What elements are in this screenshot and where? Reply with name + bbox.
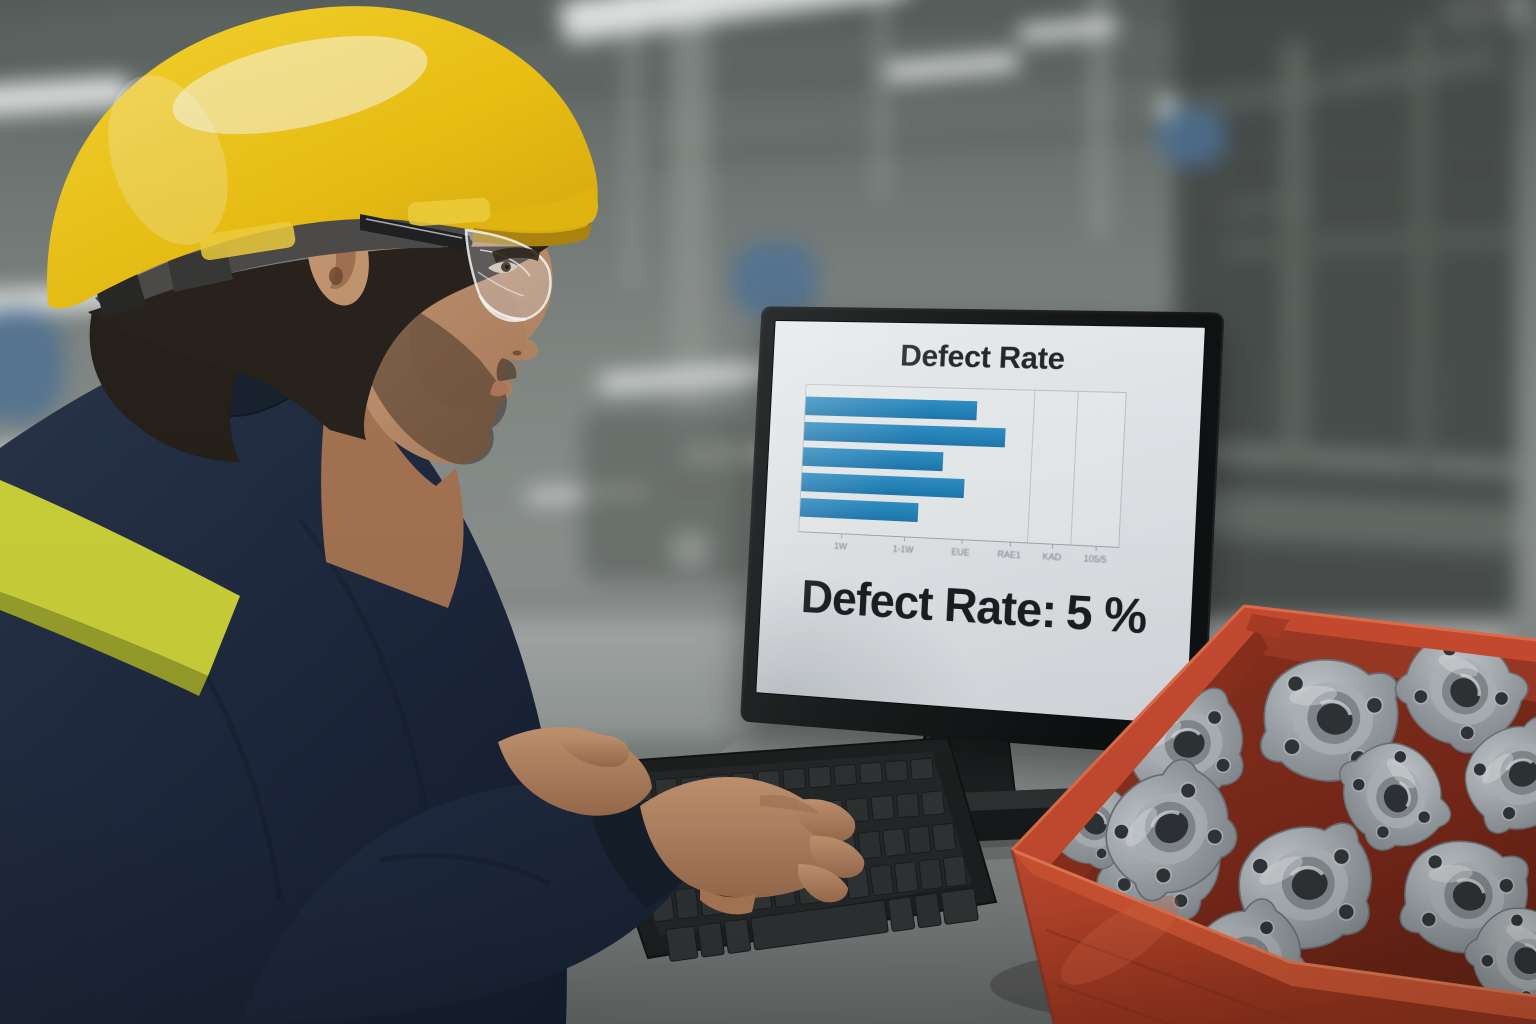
keyboard-key bbox=[884, 759, 909, 783]
hard-hat-brim bbox=[470, 188, 598, 231]
hard-hat-ridge bbox=[199, 221, 296, 261]
bin-front-face bbox=[1012, 850, 1536, 1024]
keyboard-key bbox=[895, 792, 920, 819]
pupil bbox=[505, 265, 509, 269]
bin-rib bbox=[1045, 928, 1301, 1024]
bin-rim-near bbox=[1012, 850, 1536, 1020]
keyboard-key bbox=[870, 795, 895, 821]
bin-rim-back bbox=[1244, 606, 1536, 662]
keyboard-key bbox=[910, 757, 934, 781]
keyboard-key bbox=[887, 896, 916, 932]
mustache bbox=[496, 358, 517, 382]
bin-rim-near-highlight bbox=[1011, 848, 1536, 998]
keyboard-key bbox=[845, 797, 870, 823]
keyboard-key bbox=[914, 893, 942, 929]
hair-nape bbox=[89, 312, 240, 462]
safety-glasses-temple-glint bbox=[365, 218, 463, 239]
keyboard-key bbox=[782, 767, 807, 791]
hard-hat-brim-underside bbox=[472, 224, 592, 247]
keyboard-key bbox=[859, 761, 883, 785]
hard-hat-highlight bbox=[108, 75, 228, 245]
keyboard-key bbox=[857, 830, 882, 860]
keyboard-key bbox=[942, 855, 968, 888]
hi-vis-stripe-shade bbox=[0, 592, 208, 696]
right-hand bbox=[640, 776, 838, 898]
keyboard-key bbox=[674, 887, 700, 920]
hard-hat-highlight bbox=[172, 35, 428, 135]
right-hand-finger bbox=[798, 864, 848, 903]
right-hand-finger bbox=[798, 798, 856, 842]
keyboard-key bbox=[940, 888, 979, 925]
steel-column bbox=[625, 0, 639, 290]
sleeve-cuff bbox=[592, 790, 700, 908]
right-hand-finger bbox=[810, 835, 865, 878]
lips bbox=[490, 380, 510, 397]
machine-blue bbox=[0, 308, 64, 422]
sleeve-fold bbox=[379, 853, 552, 887]
keyboard-key bbox=[869, 864, 895, 896]
ear-canal bbox=[329, 267, 343, 285]
hard-hat-band bbox=[95, 210, 470, 314]
machine-gray bbox=[582, 410, 754, 582]
machine-blue bbox=[1158, 108, 1226, 166]
machine-blue bbox=[732, 242, 818, 318]
lens-reflection bbox=[477, 271, 525, 297]
forearm-sleeve bbox=[238, 783, 700, 1024]
keyboard-key bbox=[833, 763, 858, 787]
bin-rim-notch bbox=[1246, 614, 1290, 638]
keyboard-key bbox=[807, 765, 832, 789]
right-hand-thumb bbox=[700, 888, 756, 915]
eyebrow bbox=[492, 247, 540, 263]
worker bbox=[0, 6, 865, 1024]
steel-column bbox=[1090, 0, 1108, 240]
keyboard-key bbox=[723, 918, 752, 954]
keyboard-key bbox=[882, 828, 907, 857]
bin-rib bbox=[1057, 983, 1171, 1024]
nostril bbox=[512, 350, 522, 356]
bin-rim-left bbox=[1012, 606, 1258, 868]
hard-hat-ridge bbox=[407, 197, 491, 227]
keyboard-key bbox=[665, 925, 699, 962]
hair bbox=[88, 246, 549, 440]
keyboard-key bbox=[931, 822, 957, 852]
bokeh-light bbox=[670, 530, 710, 570]
keyboard-key bbox=[894, 861, 919, 894]
steel-column bbox=[875, 0, 887, 200]
knuckle-shading bbox=[760, 794, 820, 814]
bin-corner-edge bbox=[1010, 849, 1056, 1024]
bin-front-sheen bbox=[1061, 895, 1179, 985]
bin-rim-back-highlight bbox=[1243, 604, 1536, 642]
keyboard-key bbox=[921, 790, 945, 816]
left-hand-finger bbox=[560, 734, 629, 768]
keyboard-key bbox=[697, 922, 725, 958]
keyboard-key bbox=[907, 825, 932, 855]
keyboard-key bbox=[750, 900, 889, 951]
hi-vis-stripe bbox=[0, 480, 240, 676]
lens-bottom-edge bbox=[478, 295, 527, 321]
bin-rim-left-highlight bbox=[1010, 604, 1246, 852]
hard-hat-shell bbox=[47, 6, 598, 309]
keyboard-key bbox=[918, 858, 943, 891]
